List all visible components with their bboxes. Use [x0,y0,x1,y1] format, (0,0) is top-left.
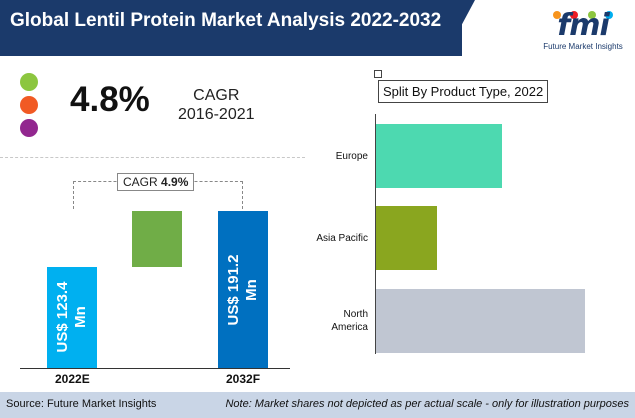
y-tick-label: Europe [335,150,368,162]
purple-dot-icon [20,119,38,137]
hbar-north-america [376,289,585,353]
footer-bar: Source: Future Market Insights Note: Mar… [0,392,635,418]
chart-handle-icon [374,70,382,78]
fmi-logo: fmi Future Market Insights [535,4,631,54]
header-banner: Global Lentil Protein Market Analysis 20… [0,0,635,56]
cagr-value: 4.8% [70,80,150,119]
x-tick-label: 2032F [226,372,261,386]
y-axis-line [375,114,376,354]
title-band [0,0,462,56]
logo-dot-icon [587,11,596,19]
bar-value-label: US$ 123.4 Mn [54,281,89,353]
scale-note: Note: Market shares not depicted as per … [225,398,629,410]
y-tick-label: North America [331,309,368,333]
green-dot-icon [20,73,38,91]
bar-2022E [47,266,97,368]
hbar-europe [376,124,502,188]
logo-dot-icon [553,11,561,19]
x-axis-baseline [20,368,290,369]
section-divider [0,157,305,158]
logo-icons [543,6,618,24]
bar-2032F [218,211,268,368]
x-tick-label: 2022E [55,372,90,386]
growth-cagr-value: 4.9% [161,175,189,189]
cagr-period: 2016-2021 [178,106,255,123]
logo-subtitle: Future Market Insights [543,42,623,51]
title-band-angle [445,0,475,56]
orange-dot-icon [20,96,38,114]
page-title: Global Lentil Protein Market Analysis 20… [10,10,442,31]
growth-cagr-label: CAGR [123,175,158,189]
growth-bar [132,211,182,267]
hbar-asia-pacific [376,206,438,270]
logo-dot-icon [570,11,579,19]
logo-dot-icon [605,11,614,19]
split-chart-title: Split By Product Type, 2022 [378,80,549,103]
cagr-label-block: CAGR 2016-2021 [178,86,255,124]
growth-cagr-box: CAGR 4.9% [117,173,195,191]
y-tick-label: Asia Pacific [316,232,368,244]
source-note: Source: Future Market Insights [6,398,157,410]
logo-text: fmi [557,8,610,43]
cagr-label: CAGR [193,87,240,104]
bar-value-label: US$ 191.2 Mn [225,254,260,325]
